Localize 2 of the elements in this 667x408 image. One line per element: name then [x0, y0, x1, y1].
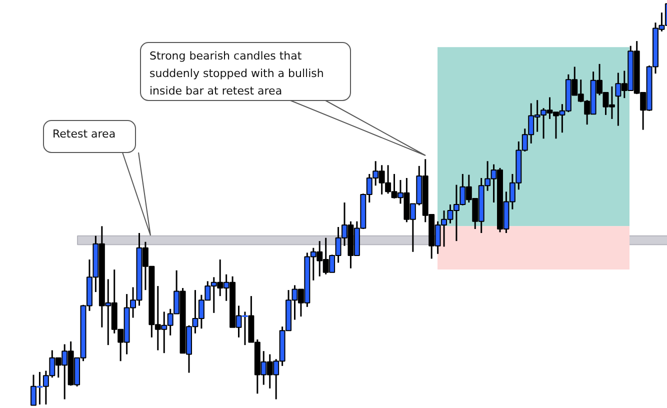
annotation: Strong bearish candles that suddenly stopped with a bullish inside bar at retest area [150, 50, 324, 98]
annotation: Retest area [52, 128, 116, 140]
